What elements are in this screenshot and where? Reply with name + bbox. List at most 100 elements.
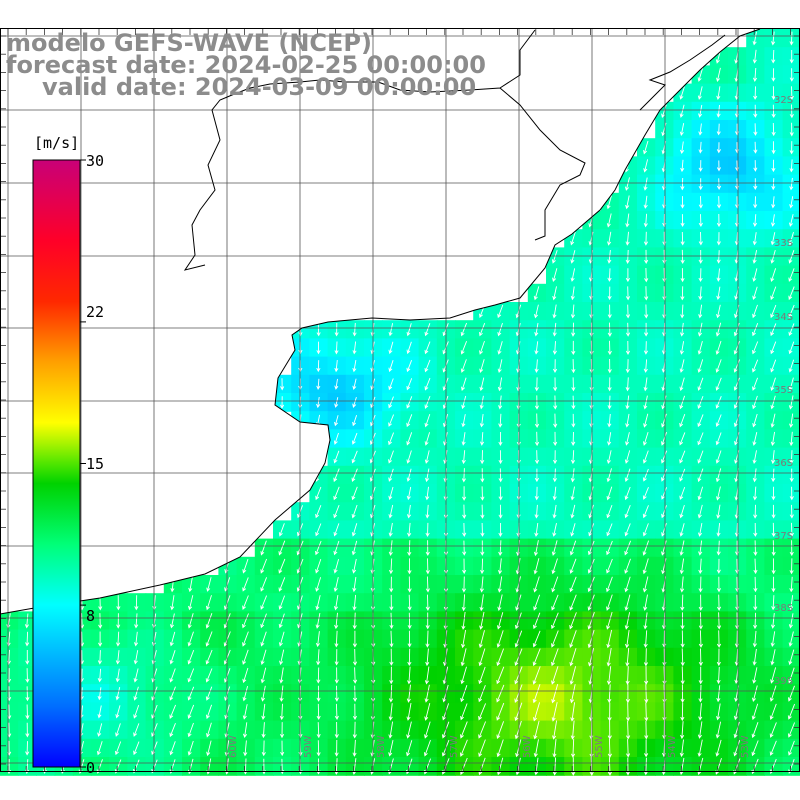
wind-arrow — [352, 612, 357, 630]
wind-arrow — [698, 104, 703, 118]
wind-arrow — [498, 522, 503, 537]
wind-arrow — [569, 558, 577, 574]
wind-arrow — [170, 595, 175, 611]
wind-arrow — [461, 414, 466, 428]
wind-arrow — [606, 523, 613, 537]
wind-arrow — [316, 360, 321, 373]
wind-arrow — [769, 685, 777, 702]
wind-arrow — [625, 249, 630, 264]
wind-arrow — [680, 286, 685, 301]
wind-arrow — [698, 630, 703, 648]
wind-arrow — [680, 249, 685, 265]
wind-arrow — [753, 196, 758, 209]
wind-arrow — [770, 249, 776, 264]
wind-arrow — [389, 630, 394, 648]
wind-arrow — [497, 594, 503, 612]
wind-arrow — [733, 414, 740, 428]
wind-arrow — [478, 721, 487, 739]
wind-arrow — [260, 649, 267, 665]
wind-arrow — [479, 359, 485, 374]
wind-arrow — [752, 31, 757, 46]
wind-arrow — [643, 341, 649, 355]
wind-arrow — [606, 468, 612, 483]
wind-arrow — [624, 505, 631, 519]
wind-arrow — [98, 631, 103, 647]
wind-arrow — [642, 505, 649, 519]
wind-arrow — [625, 359, 630, 374]
forecast-date: forecast date: 2024-02-25 00:00:00 — [6, 51, 486, 79]
wind-arrow — [716, 504, 721, 519]
wind-arrow — [662, 702, 667, 722]
wind-arrow — [334, 721, 339, 739]
wind-arrow — [789, 431, 794, 447]
wind-arrow — [607, 413, 612, 428]
wind-arrow — [388, 414, 395, 427]
wind-arrow — [388, 396, 394, 409]
wind-arrow — [625, 684, 630, 704]
wind-arrow — [260, 685, 266, 702]
wind-arrow — [424, 323, 431, 337]
lon-label-60w: 60W — [228, 735, 239, 758]
wind-arrow — [534, 359, 539, 373]
wind-arrow — [753, 612, 758, 630]
wind-arrow — [133, 631, 139, 647]
wind-arrow — [644, 666, 649, 685]
wind-arrow — [389, 648, 394, 666]
wind-arrow — [498, 486, 503, 501]
wind-arrow — [589, 395, 594, 410]
wind-arrow — [478, 648, 486, 667]
wind-arrow — [315, 523, 322, 537]
wind-arrow — [771, 486, 776, 501]
wind-arrow — [644, 267, 649, 283]
wind-arrow — [679, 341, 685, 355]
wind-arrow — [352, 721, 357, 739]
wind-arrow — [771, 504, 776, 519]
wind-arrow — [425, 576, 430, 593]
wind-arrow — [242, 631, 249, 647]
wind-arrow — [315, 595, 321, 611]
wind-arrow — [624, 612, 631, 630]
wind-arrow — [315, 558, 322, 574]
wind-arrow — [552, 304, 557, 319]
wind-arrow — [606, 540, 613, 556]
wind-arrow — [644, 684, 649, 704]
wind-arrow — [753, 86, 758, 100]
wind-arrow — [753, 558, 758, 575]
wind-arrow — [715, 450, 722, 464]
wind-arrow — [680, 214, 685, 228]
wind-arrow — [697, 322, 703, 337]
wind-arrow — [260, 613, 267, 629]
wind-arrow — [552, 486, 557, 501]
wind-arrow — [753, 595, 758, 611]
wind-arrow — [389, 612, 394, 630]
wind-arrow — [624, 177, 630, 191]
wind-arrow — [661, 395, 667, 410]
wind-arrow — [406, 341, 412, 355]
wind-arrow — [188, 576, 193, 593]
wind-arrow — [479, 304, 486, 318]
wind-arrow — [788, 304, 795, 319]
wind-arrow — [679, 523, 685, 537]
wind-arrow — [771, 522, 776, 538]
wind-arrow — [569, 630, 577, 649]
wind-arrow — [424, 341, 431, 355]
wind-arrow — [334, 703, 339, 721]
wind-arrow — [260, 667, 267, 684]
wind-arrow — [571, 359, 576, 374]
wind-arrow — [680, 612, 685, 630]
wind-arrow — [315, 577, 322, 592]
wind-arrow — [187, 631, 194, 647]
wind-arrow — [533, 304, 539, 319]
wind-arrow — [478, 666, 486, 685]
wind-arrow — [424, 395, 431, 409]
wind-arrow — [624, 576, 631, 593]
wind-arrow — [334, 360, 339, 373]
wind-arrow — [388, 721, 394, 739]
wind-arrow — [278, 540, 286, 556]
wind-arrow — [679, 377, 685, 392]
wind-arrow — [407, 522, 412, 538]
wind-arrow — [789, 196, 794, 209]
wind-arrow — [280, 740, 285, 757]
wind-arrow — [551, 540, 558, 556]
wind-arrow — [242, 595, 249, 610]
